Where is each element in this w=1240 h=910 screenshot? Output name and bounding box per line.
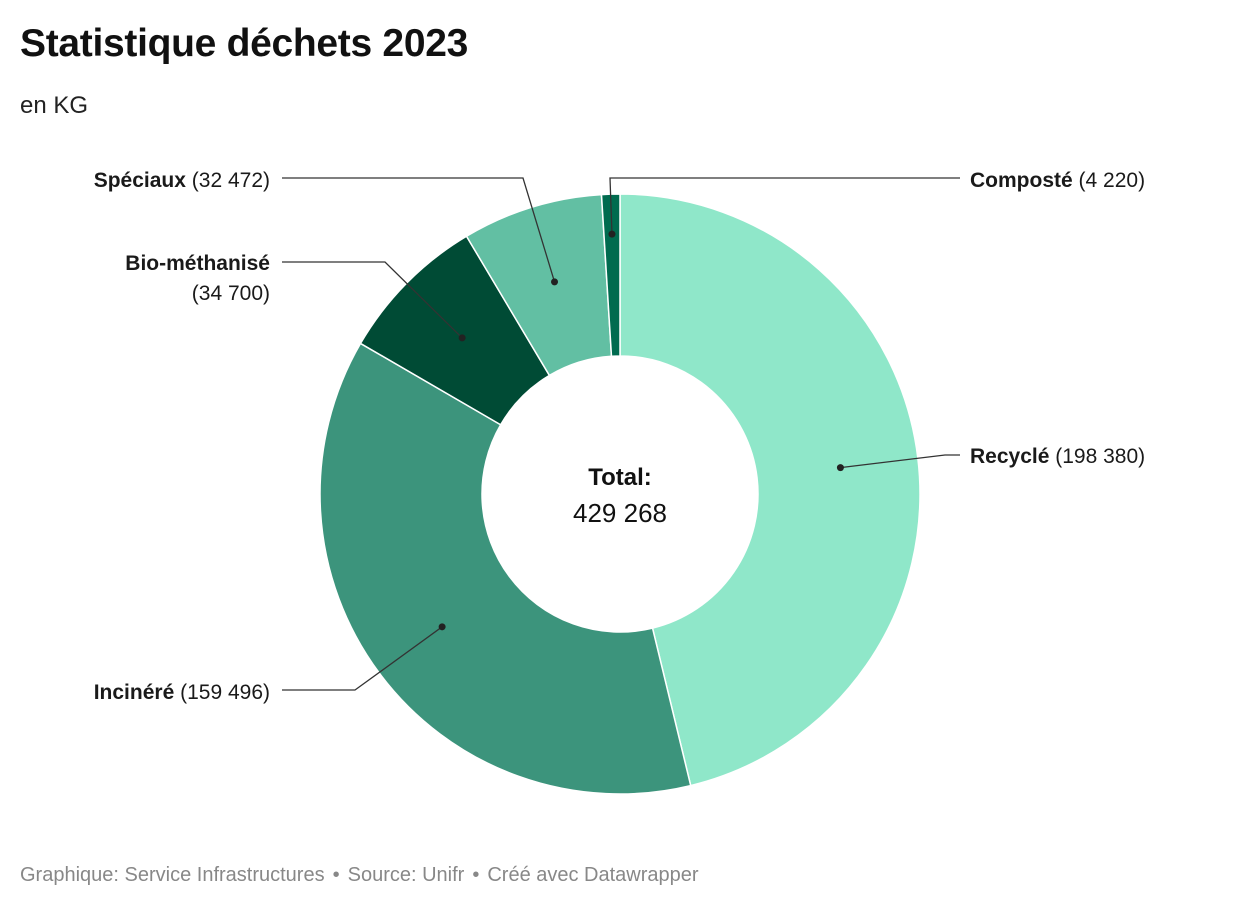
slice-label: Incinéré (159 496) — [94, 681, 270, 704]
slice-label-value: (159 496) — [174, 681, 270, 704]
slice-label: Bio-méthanisé — [125, 252, 270, 275]
donut-slice-incinere[interactable] — [319, 342, 692, 795]
slice-label: (34 700) — [192, 282, 270, 305]
leader-dot — [608, 230, 616, 238]
footer-graphic: Graphique: Service Infrastructures — [20, 864, 325, 886]
slice-label-name: Composté — [970, 169, 1073, 192]
leader-line — [282, 177, 556, 283]
footer-separator: • — [332, 864, 340, 886]
slice-label-value: (4 220) — [1073, 169, 1145, 192]
footer-separator: • — [472, 864, 480, 886]
leader-line — [840, 454, 960, 469]
slice-label-value: (198 380) — [1049, 445, 1145, 468]
footer-created: Créé avec Datawrapper — [487, 864, 699, 886]
center-total-label: Total: — [588, 464, 652, 491]
footer-source: Source: Unifr — [347, 864, 465, 886]
center-total-value: 429 268 — [573, 498, 667, 528]
slice-label: Spéciaux (32 472) — [94, 169, 270, 192]
leader-line — [282, 626, 443, 691]
slice-label-value: (32 472) — [186, 169, 270, 192]
slice-label: Composté (4 220) — [970, 169, 1145, 192]
leader-dot — [551, 278, 559, 286]
leader-dot — [458, 334, 466, 342]
slice-label-value: (34 700) — [192, 282, 270, 305]
chart-subtitle: en KG — [20, 92, 89, 119]
slice-label: Recyclé (198 380) — [970, 445, 1145, 468]
leader-line — [282, 261, 463, 339]
leader-line — [609, 177, 960, 235]
slice-label-name: Recyclé — [970, 445, 1049, 468]
chart-title: Statistique déchets 2023 — [20, 22, 468, 65]
footer: Graphique: Service Infrastructures • Sourc… — [20, 864, 699, 887]
donut-slice-recycle[interactable] — [619, 193, 921, 787]
leader-dot — [836, 464, 844, 472]
slice-label-name: Incinéré — [94, 681, 175, 704]
slice-label-name: Spéciaux — [94, 169, 187, 192]
leader-dot — [438, 623, 446, 631]
slice-label-name: Bio-méthanisé — [125, 252, 270, 275]
